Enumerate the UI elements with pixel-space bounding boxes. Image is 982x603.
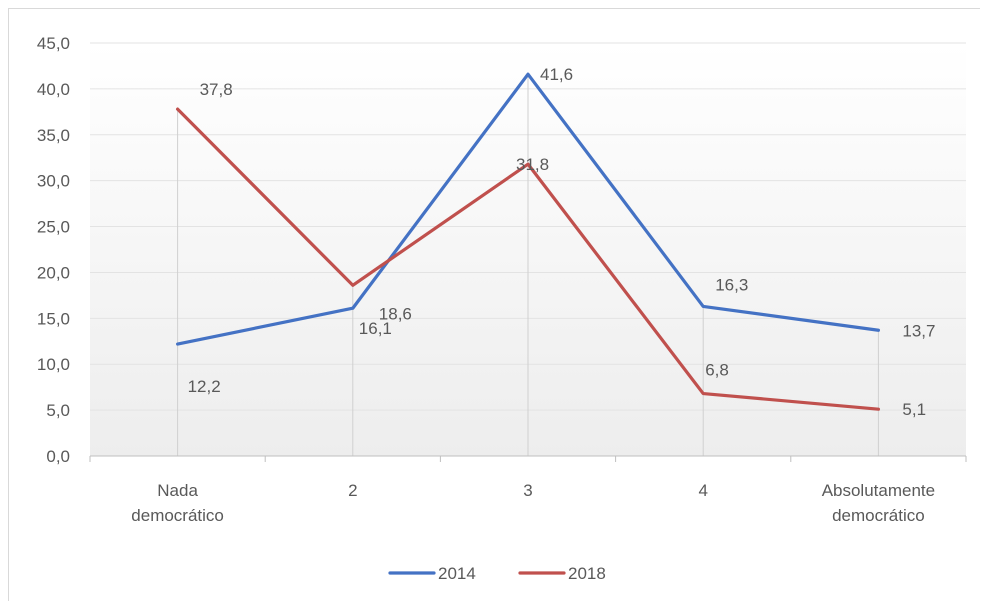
y-tick-label: 20,0 [37,263,70,282]
y-tick-label: 35,0 [37,126,70,145]
data-label-2014: 12,2 [188,377,221,396]
data-label-2018: 18,6 [379,304,412,323]
y-tick-label: 0,0 [46,447,70,466]
legend-label: 2018 [568,564,606,583]
legend-label: 2014 [438,564,476,583]
y-tick-label: 45,0 [37,34,70,53]
data-labels: 12,2 16,1 41,6 16,3 13,7 37,8 18,6 31,8 6,8 5,1 [188,65,936,419]
y-tick-label: 10,0 [37,355,70,374]
x-tick-label: 2 [348,481,357,500]
y-tick-label: 25,0 [37,218,70,237]
data-label-2014: 16,3 [715,275,748,294]
data-label-2018: 31,8 [516,155,549,174]
x-tick-label: 3 [523,481,532,500]
data-label-2014: 13,7 [902,321,935,340]
y-tick-label: 40,0 [37,80,70,99]
series-lines [176,72,881,411]
chart-frame [8,8,980,601]
x-tick-label: 4 [698,481,707,500]
y-tick-label: 5,0 [46,401,70,420]
drop-lines [177,74,879,456]
series-line-2018 [176,107,881,411]
y-tick-label: 30,0 [37,172,70,191]
data-label-2018: 5,1 [902,400,926,419]
data-label-2018: 37,8 [200,80,233,99]
y-tick-label: 15,0 [37,309,70,328]
x-tick-label: Absolutamente democrático [822,481,935,525]
data-label-2014: 41,6 [540,65,573,84]
data-label-2018: 6,8 [705,361,729,380]
axes: 0,0 5,0 10,0 15,0 20,0 25,0 30,0 35,0 40,0 45,0 Na… [37,34,967,525]
legend: 2014 2018 [388,564,606,583]
data-label-2014: 16,1 [359,319,392,338]
series-line-2014 [176,72,881,346]
x-tick-label: Nada democrático [131,481,224,525]
